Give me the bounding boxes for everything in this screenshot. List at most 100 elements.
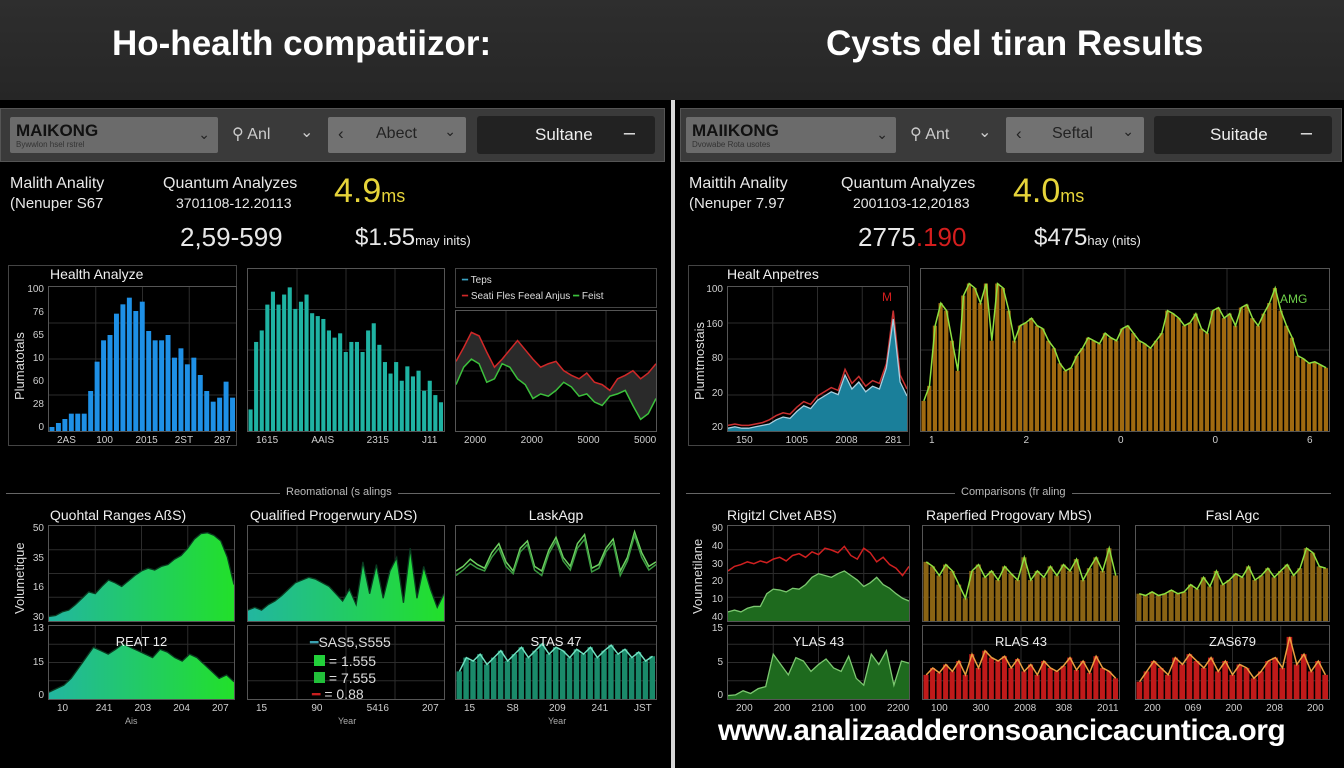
left-action-button[interactable]: Sultane –: [477, 116, 655, 154]
x-tick-label: 2: [1023, 435, 1030, 446]
bar: [923, 674, 929, 699]
bar: [1057, 363, 1062, 431]
bar: [1233, 573, 1238, 621]
chart-canvas: [728, 287, 907, 431]
bar: [1271, 577, 1277, 621]
bar: [304, 294, 309, 431]
series-line: [456, 529, 656, 574]
y-tick-label: 35: [32, 552, 44, 564]
bar: [1060, 564, 1066, 621]
x-tick-label: AAIS: [311, 435, 335, 446]
y-tick-label: 10: [711, 594, 723, 606]
bar: [1175, 593, 1181, 621]
bar: [75, 413, 81, 431]
x-tick-label: 200: [1225, 703, 1243, 714]
red-bar-chart: ZAS679 200 069 200 208 200: [1135, 625, 1330, 714]
bar: [1289, 337, 1294, 431]
metric-unit: ms: [381, 186, 406, 206]
bar: [923, 561, 929, 621]
y-tick-label: 10: [32, 353, 44, 364]
bar: [1187, 584, 1193, 621]
bar: [433, 395, 438, 431]
y-axis-label: Plumtmostais: [692, 321, 707, 400]
bar: [470, 661, 476, 699]
chevron-down-icon: ⌄: [876, 126, 888, 142]
y-axis-label: Plumatotals: [12, 332, 27, 400]
chevron-down-icon[interactable]: ⌄: [978, 124, 992, 141]
count-main: 2775: [858, 222, 916, 252]
bar: [394, 362, 399, 431]
bar: [1193, 661, 1200, 699]
bar: [1142, 343, 1147, 431]
bar: [1155, 595, 1161, 621]
red-green-chart: 90 40 30 20 10 40: [712, 523, 910, 623]
left-dropdown[interactable]: ‹ Abect ⌄: [328, 117, 466, 153]
x-tick-label: 100: [849, 703, 866, 714]
bar: [932, 325, 937, 431]
bar: [628, 657, 635, 699]
count-value: 2775.190: [858, 222, 966, 253]
right-action-button[interactable]: Suitade –: [1154, 116, 1332, 154]
series-line: [728, 318, 907, 429]
right-brand-select[interactable]: MAIIKONG Dvowabe Rota usotes ⌄: [686, 117, 896, 153]
x-tick-label: 200: [773, 703, 791, 714]
y-tick-label: 13: [32, 623, 44, 634]
bar: [1047, 667, 1053, 699]
chart-canvas: [1136, 626, 1329, 699]
bar: [1204, 333, 1209, 431]
bar: [1306, 363, 1311, 431]
right-search[interactable]: ⚲ Ant: [910, 124, 949, 144]
legend-swatch: ━: [573, 291, 580, 302]
bar: [1301, 358, 1306, 431]
bar: [456, 671, 462, 699]
bar: [463, 657, 469, 699]
stat-name: Maittih Anality: [689, 175, 788, 192]
bar: [1176, 318, 1181, 431]
count-main: 2,59-599: [180, 222, 283, 252]
bar: [1187, 322, 1192, 431]
bar: [936, 575, 942, 621]
x-tick-label: 100: [96, 435, 113, 446]
brand-subtitle: Bywwlon hsel rstrel: [16, 140, 85, 149]
bar: [287, 287, 292, 431]
red-bar-chart: RLAS 43 100 300 2008 308 2011: [922, 625, 1120, 714]
stat-name: Malith Anality: [10, 175, 105, 192]
bar: [956, 661, 962, 699]
left-title: Ho-health compatiizor:: [112, 24, 492, 63]
bar: [81, 413, 87, 431]
chart-canvas: [456, 311, 656, 431]
x-tick-label: 10: [57, 703, 69, 714]
y-tick-label: 20: [711, 576, 723, 588]
left-search[interactable]: ⚲ Anl: [232, 124, 270, 144]
bar: [1213, 570, 1219, 621]
bar: [955, 370, 960, 431]
chevron-down-icon[interactable]: ⌄: [300, 124, 314, 141]
bar: [553, 647, 559, 699]
x-tick-label: 209: [549, 703, 566, 714]
bar: [539, 643, 545, 699]
bar: [276, 304, 281, 431]
left-brand-select[interactable]: MAIKONG Bywwlon hsel rstrel ⌄: [10, 117, 218, 153]
chart-canvas: [728, 626, 909, 699]
bar: [1014, 580, 1020, 621]
peak-marker: M: [882, 290, 892, 304]
x-tick-label: 207: [212, 703, 229, 714]
x-tick-label: 208: [1266, 703, 1283, 714]
bar: [1308, 671, 1314, 699]
bar: [1073, 559, 1079, 621]
bar: [1312, 361, 1317, 431]
bar: [1028, 664, 1034, 699]
bar: [1236, 664, 1243, 699]
chart-canvas: [49, 526, 234, 621]
bar: [62, 419, 68, 431]
right-dropdown[interactable]: ‹ Seftal ⌄: [1006, 117, 1144, 153]
bar: [298, 301, 303, 431]
bar: [1114, 340, 1119, 431]
x-tick-label: 2000: [464, 435, 487, 446]
dropdown-value: Abect: [376, 125, 417, 142]
series-marker: AMG: [1280, 292, 1308, 306]
bar: [172, 357, 177, 431]
brand-name: MAIIKONG: [692, 121, 779, 140]
green-area-chart: YLAS 43 15 5 0 200 200 2100 100 2200: [712, 623, 910, 714]
bar: [1245, 566, 1251, 621]
